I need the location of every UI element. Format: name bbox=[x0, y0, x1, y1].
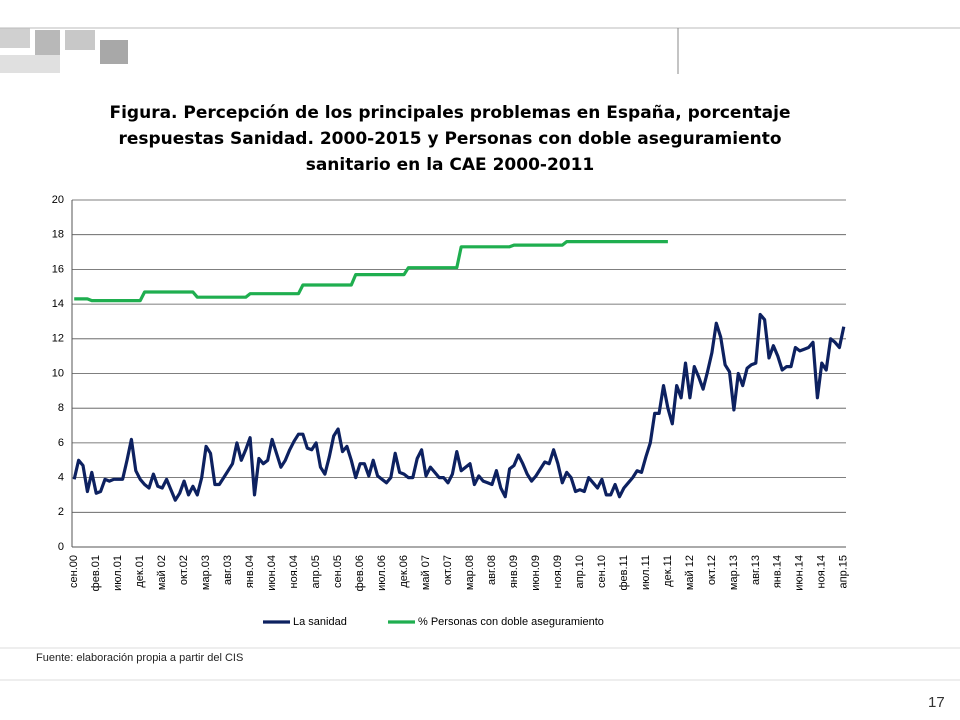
x-tick-label: окт.12 bbox=[706, 555, 718, 585]
x-tick-label: фев.06 bbox=[354, 555, 366, 591]
y-tick-label: 2 bbox=[58, 506, 64, 518]
x-tick-label: янв.04 bbox=[244, 555, 256, 588]
x-tick-label: июл.06 bbox=[376, 555, 388, 591]
x-tick-label: май 12 bbox=[684, 555, 696, 590]
x-tick-label: май 02 bbox=[156, 555, 168, 590]
x-tick-label: июн.04 bbox=[266, 555, 278, 591]
legend-label: % Personas con doble aseguramiento bbox=[418, 616, 604, 628]
y-tick-label: 10 bbox=[52, 367, 64, 379]
decor bbox=[100, 40, 128, 64]
x-tick-label: окт.02 bbox=[178, 555, 190, 585]
x-tick-label: фев.11 bbox=[618, 555, 630, 591]
x-tick-label: июл.01 bbox=[112, 555, 124, 591]
x-tick-label: сен.05 bbox=[332, 555, 344, 588]
series-line bbox=[72, 312, 846, 502]
x-tick-label: апр.15 bbox=[838, 555, 850, 588]
x-tick-label: июн.14 bbox=[794, 555, 806, 591]
x-tick-label: май 07 bbox=[420, 555, 432, 590]
y-tick-label: 18 bbox=[52, 229, 64, 241]
y-tick-label: 0 bbox=[58, 541, 64, 553]
x-tick-label: авг.13 bbox=[750, 555, 762, 585]
y-tick-label: 4 bbox=[58, 472, 64, 484]
decor bbox=[65, 30, 95, 50]
x-tick-label: ноя.14 bbox=[816, 555, 828, 588]
x-tick-label: фев.01 bbox=[90, 555, 102, 591]
x-tick-label: сен.00 bbox=[68, 555, 80, 588]
x-tick-label: апр.05 bbox=[310, 555, 322, 588]
decor bbox=[35, 30, 60, 58]
chart-title: Figura. Percepción de los principales pr… bbox=[109, 103, 791, 175]
x-tick-label: мар.03 bbox=[200, 555, 212, 590]
x-tick-label: авг.08 bbox=[486, 555, 498, 585]
series-line bbox=[74, 240, 668, 303]
y-tick-label: 8 bbox=[58, 402, 64, 414]
x-tick-label: дек.11 bbox=[662, 555, 674, 587]
x-tick-label: янв.14 bbox=[772, 555, 784, 588]
x-tick-label: сен.10 bbox=[596, 555, 608, 588]
decor bbox=[0, 55, 60, 73]
y-tick-label: 20 bbox=[52, 194, 64, 206]
y-tick-label: 6 bbox=[58, 437, 64, 449]
x-tick-label: мар.08 bbox=[464, 555, 476, 590]
y-tick-label: 14 bbox=[52, 298, 64, 310]
decor bbox=[0, 28, 30, 48]
x-tick-label: окт.07 bbox=[442, 555, 454, 585]
x-tick-label: июл.11 bbox=[640, 555, 652, 590]
x-tick-label: авг.03 bbox=[222, 555, 234, 585]
y-tick-label: 12 bbox=[52, 333, 64, 345]
x-tick-label: дек.06 bbox=[398, 555, 410, 588]
x-tick-label: ноя.09 bbox=[552, 555, 564, 588]
legend-label: La sanidad bbox=[293, 616, 347, 628]
x-tick-label: ноя.04 bbox=[288, 555, 300, 588]
x-tick-label: апр.10 bbox=[574, 555, 586, 588]
y-tick-label: 16 bbox=[52, 263, 64, 275]
x-tick-label: мар.13 bbox=[728, 555, 740, 590]
x-tick-label: дек.01 bbox=[134, 555, 146, 588]
x-tick-label: янв.09 bbox=[508, 555, 520, 588]
page-number: 17 bbox=[928, 694, 945, 711]
x-tick-label: июн.09 bbox=[530, 555, 542, 591]
source-note: Fuente: elaboración propia a partir del … bbox=[36, 652, 244, 664]
